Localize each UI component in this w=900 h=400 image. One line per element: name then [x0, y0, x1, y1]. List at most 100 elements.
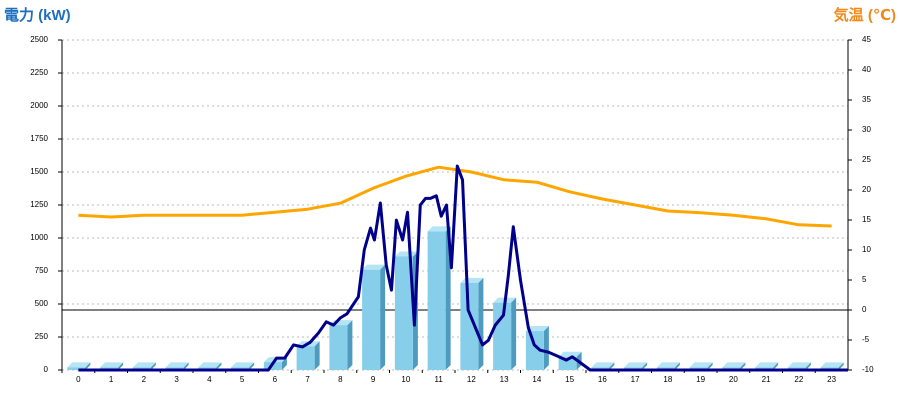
bar-side: [642, 362, 648, 370]
bar-top: [132, 362, 156, 368]
x-tick-label: 3: [174, 375, 179, 384]
line: [78, 164, 848, 372]
bar: [525, 331, 544, 370]
y-tick-label: 500: [35, 299, 49, 308]
bar-side: [773, 362, 779, 370]
bar-top: [820, 362, 844, 368]
x-tick-label: 5: [240, 375, 245, 384]
y-tick-label: 2500: [30, 35, 48, 44]
y-tick-label: 750: [35, 266, 49, 275]
bar: [362, 269, 381, 370]
x-tick-label: 23: [827, 375, 836, 384]
y2-tick-label: 25: [862, 155, 871, 164]
bar-top: [689, 362, 713, 368]
y-tick-label: 2250: [30, 68, 48, 77]
bar-top: [427, 226, 451, 232]
bar-top: [558, 351, 582, 357]
bar: [394, 256, 413, 370]
bar: [329, 325, 348, 370]
x-tick-label: 4: [207, 375, 212, 384]
y2-tick-label: -5: [862, 335, 870, 344]
y-tick-label: 1750: [30, 134, 48, 143]
y-tick-label: 1000: [30, 233, 48, 242]
bar-top: [362, 264, 386, 270]
bar: [67, 367, 86, 370]
y-tick-label: 250: [35, 332, 49, 341]
bar-top: [787, 362, 811, 368]
y-tick-label: 0: [44, 365, 49, 374]
x-tick-label: 20: [729, 375, 738, 384]
bar-top: [656, 362, 680, 368]
bar-side: [838, 362, 844, 370]
bar-top: [165, 362, 189, 368]
x-tick-label: 10: [401, 375, 410, 384]
bar-side: [478, 277, 484, 370]
bar: [493, 302, 512, 370]
y2-axis-title: 気温 (℃): [834, 6, 896, 24]
line: [78, 165, 832, 228]
bar-side: [674, 362, 680, 370]
bar-top: [722, 362, 746, 368]
y2-tick-label: 45: [862, 35, 871, 44]
x-tick-label: 0: [76, 375, 81, 384]
bar-side: [740, 362, 746, 370]
bar-side: [543, 326, 549, 370]
bar-top: [198, 362, 222, 368]
x-tick-label: 6: [273, 375, 278, 384]
y2-tick-label: 35: [862, 95, 871, 104]
bar-side: [118, 362, 124, 370]
y2-tick-label: 10: [862, 245, 871, 254]
y2-tick-label: 40: [862, 65, 871, 74]
y2-tick-label: 30: [862, 125, 871, 134]
bar-side: [805, 362, 811, 370]
x-tick-label: 18: [663, 375, 672, 384]
x-tick-label: 12: [467, 375, 476, 384]
bar: [427, 231, 446, 370]
bar: [460, 282, 479, 370]
bar-side: [314, 341, 320, 370]
y-tick-label: 1250: [30, 200, 48, 209]
bar-top: [591, 362, 615, 368]
x-tick-label: 17: [631, 375, 640, 384]
bar-side: [347, 320, 353, 370]
bar-top: [67, 362, 91, 368]
bar-side: [609, 362, 615, 370]
bar-side: [150, 362, 156, 370]
bar: [296, 346, 315, 370]
bar-top: [624, 362, 648, 368]
y-axis-title: 電力 (kW): [4, 6, 71, 24]
bar-side: [281, 357, 287, 370]
x-tick-label: 22: [794, 375, 803, 384]
bar-top: [231, 362, 255, 368]
x-tick-label: 2: [142, 375, 147, 384]
bar-side: [511, 297, 517, 370]
x-tick-label: 9: [371, 375, 376, 384]
y-tick-label: 1500: [30, 167, 48, 176]
bar-side: [380, 264, 386, 370]
y2-tick-label: 15: [862, 215, 871, 224]
y2-tick-label: -10: [862, 365, 874, 374]
bar-top: [100, 362, 124, 368]
bar-side: [445, 226, 451, 370]
y-tick-label: 2000: [30, 101, 48, 110]
bar-side: [249, 362, 255, 370]
x-tick-label: 19: [696, 375, 705, 384]
x-tick-label: 13: [500, 375, 509, 384]
bar-side: [183, 362, 189, 370]
x-tick-label: 11: [434, 375, 443, 384]
y2-tick-label: 0: [862, 305, 867, 314]
bar-top: [755, 362, 779, 368]
y2-tick-label: 20: [862, 185, 871, 194]
bar-top: [394, 251, 418, 257]
y2-tick-label: 5: [862, 275, 867, 284]
bar-side: [216, 362, 222, 370]
x-tick-label: 1: [109, 375, 114, 384]
x-tick-label: 7: [305, 375, 310, 384]
bar-side: [707, 362, 713, 370]
x-tick-label: 21: [762, 375, 771, 384]
x-tick-label: 8: [338, 375, 343, 384]
x-tick-label: 14: [532, 375, 541, 384]
x-tick-label: 16: [598, 375, 607, 384]
bar-side: [85, 362, 91, 370]
